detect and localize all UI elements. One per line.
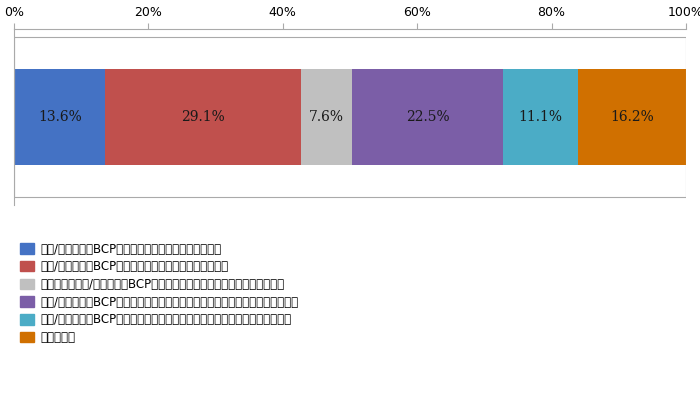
- Bar: [106, 69, 301, 165]
- Text: 7.6%: 7.6%: [309, 110, 344, 124]
- Bar: [301, 69, 352, 165]
- Bar: [503, 69, 578, 165]
- Legend: 地域/企業間連携BCPに既に対応しており、課題はない, 地域/企業間連携BCPに既に対応しているが、課題がある, これまでに地域/企業間連携BCPに対応しようと: 地域/企業間連携BCPに既に対応しており、課題はない, 地域/企業間連携BCPに…: [20, 242, 298, 344]
- Bar: [352, 69, 503, 165]
- Bar: [578, 69, 687, 165]
- Text: 16.2%: 16.2%: [610, 110, 654, 124]
- Text: 29.1%: 29.1%: [181, 110, 225, 124]
- Text: 13.6%: 13.6%: [38, 110, 82, 124]
- Text: 22.5%: 22.5%: [406, 110, 449, 124]
- Text: 11.1%: 11.1%: [519, 110, 563, 124]
- Bar: [14, 69, 106, 165]
